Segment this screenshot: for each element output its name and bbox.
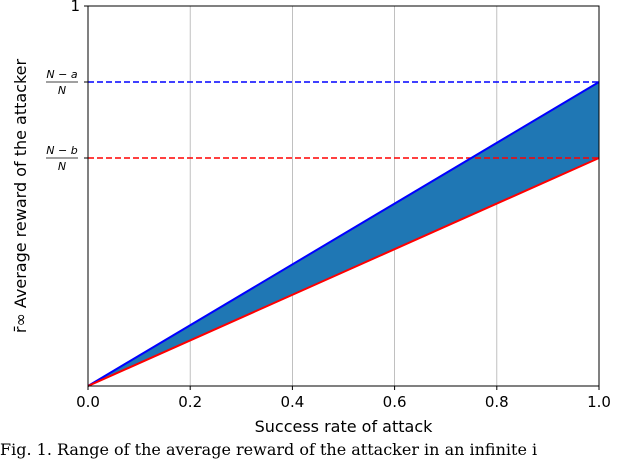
y-tick-label-denominator-0: N	[58, 84, 66, 97]
plot-frame	[87, 5, 600, 387]
series-line-blue	[87, 81, 600, 387]
reference-lines	[88, 81, 599, 159]
x-tick-label-2: 0.4	[280, 393, 304, 411]
figure-caption: Fig. 1. Range of the average reward of t…	[0, 440, 538, 459]
chart: 0.0 0.2 0.4 0.6 0.8 1.0 N − a N N − b N 1 Success…	[11, 0, 611, 436]
series-line-red	[87, 157, 600, 387]
x-axis-ticks: 0.0 0.2 0.4 0.6 0.8 1.0	[76, 386, 611, 411]
x-tick-label-5: 1.0	[587, 393, 611, 411]
y-axis-label: r̄∞ Average reward of the attacker	[11, 58, 30, 333]
y-tick-label-top: 1	[70, 0, 80, 15]
series-lines	[87, 81, 600, 387]
y-tick-label-numerator-0: N − a	[46, 68, 77, 81]
x-tick-label-3: 0.6	[383, 393, 407, 411]
x-tick-label-4: 0.8	[485, 393, 509, 411]
y-tick-label-denominator-1: N	[58, 160, 66, 173]
y-tick-label-numerator-1: N − b	[46, 144, 77, 157]
x-tick-label-0: 0.0	[76, 393, 100, 411]
x-axis-label: Success rate of attack	[255, 417, 434, 436]
x-tick-label-1: 0.2	[178, 393, 202, 411]
y-axis-ticks: N − a N N − b N 1	[46, 0, 88, 173]
